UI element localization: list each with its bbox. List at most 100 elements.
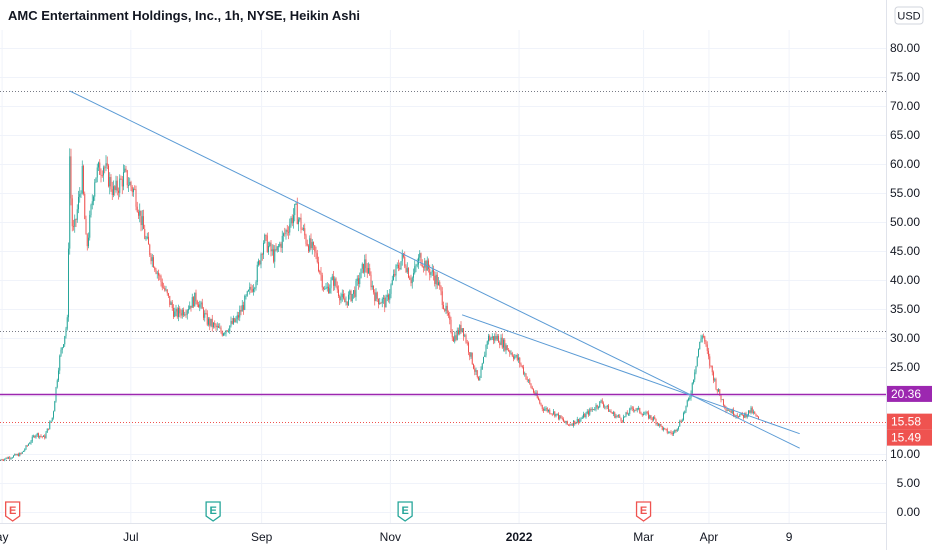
candle-body [210, 318, 212, 326]
earnings-marker[interactable]: E [635, 501, 652, 522]
candle-body [573, 420, 574, 426]
candle-body [541, 405, 543, 409]
candle-body [504, 339, 506, 351]
candle-body [645, 412, 647, 414]
candle-body [735, 415, 737, 417]
candle-body [420, 253, 422, 265]
candle-body [21, 451, 23, 454]
candle-body [225, 330, 227, 334]
earnings-marker[interactable]: E [5, 501, 21, 522]
candle-body [83, 165, 84, 194]
candle-body [720, 395, 722, 400]
candle-body [280, 243, 282, 248]
candle-body [628, 413, 629, 415]
candle-body [141, 216, 143, 226]
candle-body [546, 408, 548, 412]
candle-body [548, 409, 549, 412]
candle-body [89, 214, 91, 238]
candle-body [51, 417, 53, 421]
candle-body [488, 335, 489, 342]
candle-body [201, 302, 203, 309]
earnings-marker[interactable]: E [205, 501, 221, 522]
candle-body [175, 308, 177, 312]
candle-body [399, 268, 401, 269]
trendline[interactable] [69, 90, 800, 449]
candle-body [729, 410, 731, 412]
candle-body [94, 182, 96, 197]
candle-body [695, 365, 697, 373]
candle-body [625, 412, 627, 417]
candle-body [499, 342, 501, 345]
candle-body [64, 336, 66, 345]
candle-body [594, 409, 596, 411]
candle-body [433, 269, 434, 276]
candle-body [350, 290, 352, 301]
candle-body [630, 407, 632, 409]
candle-body [751, 407, 753, 413]
candle-body [529, 379, 531, 384]
candle-body [739, 414, 741, 417]
candle-body [711, 365, 713, 373]
trendline[interactable] [461, 314, 800, 435]
candle-body [15, 454, 17, 456]
earnings-marker[interactable]: E [397, 501, 413, 522]
candle-body [68, 248, 69, 318]
candle-body [248, 290, 249, 292]
candle-body [663, 428, 664, 430]
candle-body [331, 276, 333, 281]
candle-body [733, 409, 734, 416]
candle-body [706, 344, 708, 351]
candle-body [324, 288, 326, 290]
candle-body [451, 332, 453, 338]
candle-body [404, 256, 406, 267]
candle-body [700, 338, 702, 342]
candle-body [610, 410, 612, 413]
price-axis[interactable]: 0.005.0010.0015.0020.0025.0030.0035.0040… [890, 41, 920, 519]
candle-body [544, 409, 546, 411]
candle-body [275, 249, 277, 251]
candle-body [33, 435, 34, 437]
candle-body [685, 405, 687, 412]
candle-body [253, 288, 254, 292]
price-label-text: 15.58 [891, 415, 921, 429]
candle-body [193, 297, 194, 307]
trendlines[interactable] [69, 90, 800, 449]
candle-body [659, 423, 661, 426]
candle-body [133, 189, 134, 193]
candle-body [473, 364, 474, 369]
candle-body [110, 177, 112, 190]
candle-body [728, 409, 729, 411]
y-tick-label: 55.00 [890, 186, 920, 200]
candle-body [71, 198, 73, 227]
candle-body [716, 389, 718, 392]
candle-body [18, 454, 19, 457]
candle-body [126, 170, 128, 186]
candle-body [551, 413, 553, 415]
candle-body [236, 315, 238, 320]
candle-body [465, 335, 467, 343]
y-tick-label: 80.00 [890, 41, 920, 55]
candle-body [498, 335, 499, 343]
candle-body [329, 288, 331, 294]
candle-body [203, 308, 204, 318]
candle-body [410, 279, 412, 284]
chart-title: AMC Entertainment Holdings, Inc., 1h, NY… [8, 8, 360, 23]
candle-body [456, 330, 458, 340]
candle-body [348, 294, 349, 305]
candle-body [530, 383, 532, 388]
candle-body [353, 290, 354, 294]
currency-label: USD [897, 11, 920, 23]
candle-body [400, 261, 402, 269]
currency-button[interactable]: USD [894, 6, 924, 25]
candle-body [533, 389, 534, 393]
candle-body [111, 189, 113, 195]
candle-body [49, 422, 51, 430]
candle-body [556, 413, 558, 415]
candle-body [605, 406, 607, 408]
candle-body [321, 275, 323, 288]
candle-body [276, 246, 278, 251]
time-axis[interactable]: ay Jul Sep Nov 2022 Mar Apr 9 [0, 530, 793, 544]
candle-body [565, 420, 567, 423]
